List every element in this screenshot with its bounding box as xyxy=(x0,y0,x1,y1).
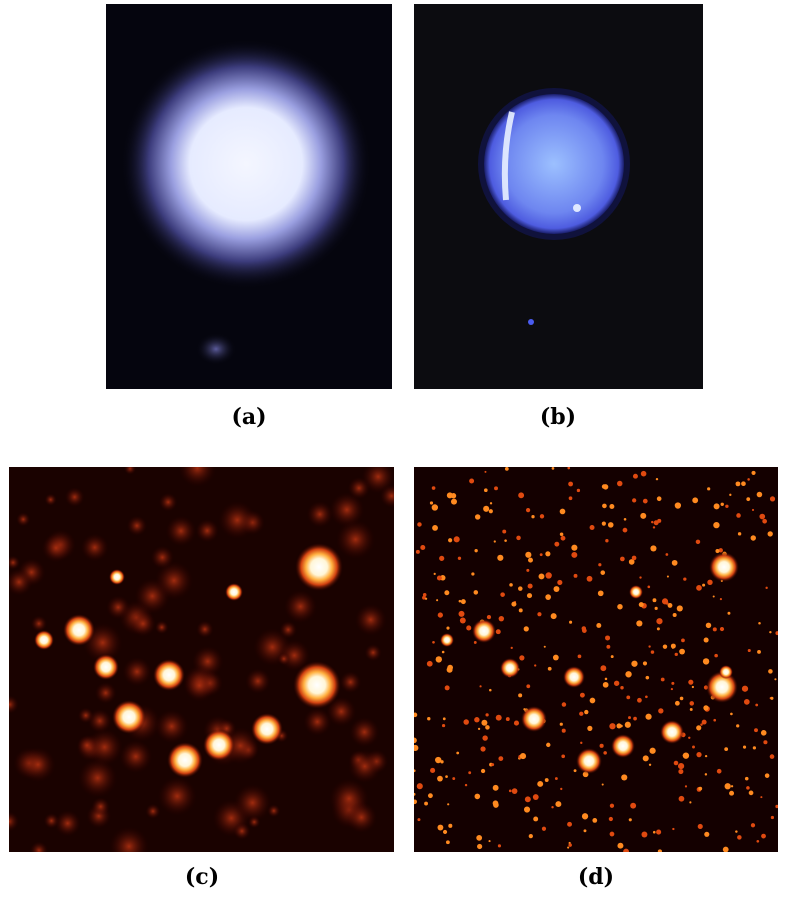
caption-d: (d) xyxy=(577,864,615,890)
panel-b-image xyxy=(414,4,703,389)
panel-c-image xyxy=(9,467,394,852)
caption-a: (a) xyxy=(231,404,267,430)
caption-c: (c) xyxy=(184,864,220,890)
panel-d-image xyxy=(414,467,778,852)
panel-a-image xyxy=(106,4,392,389)
caption-b: (b) xyxy=(539,404,577,430)
